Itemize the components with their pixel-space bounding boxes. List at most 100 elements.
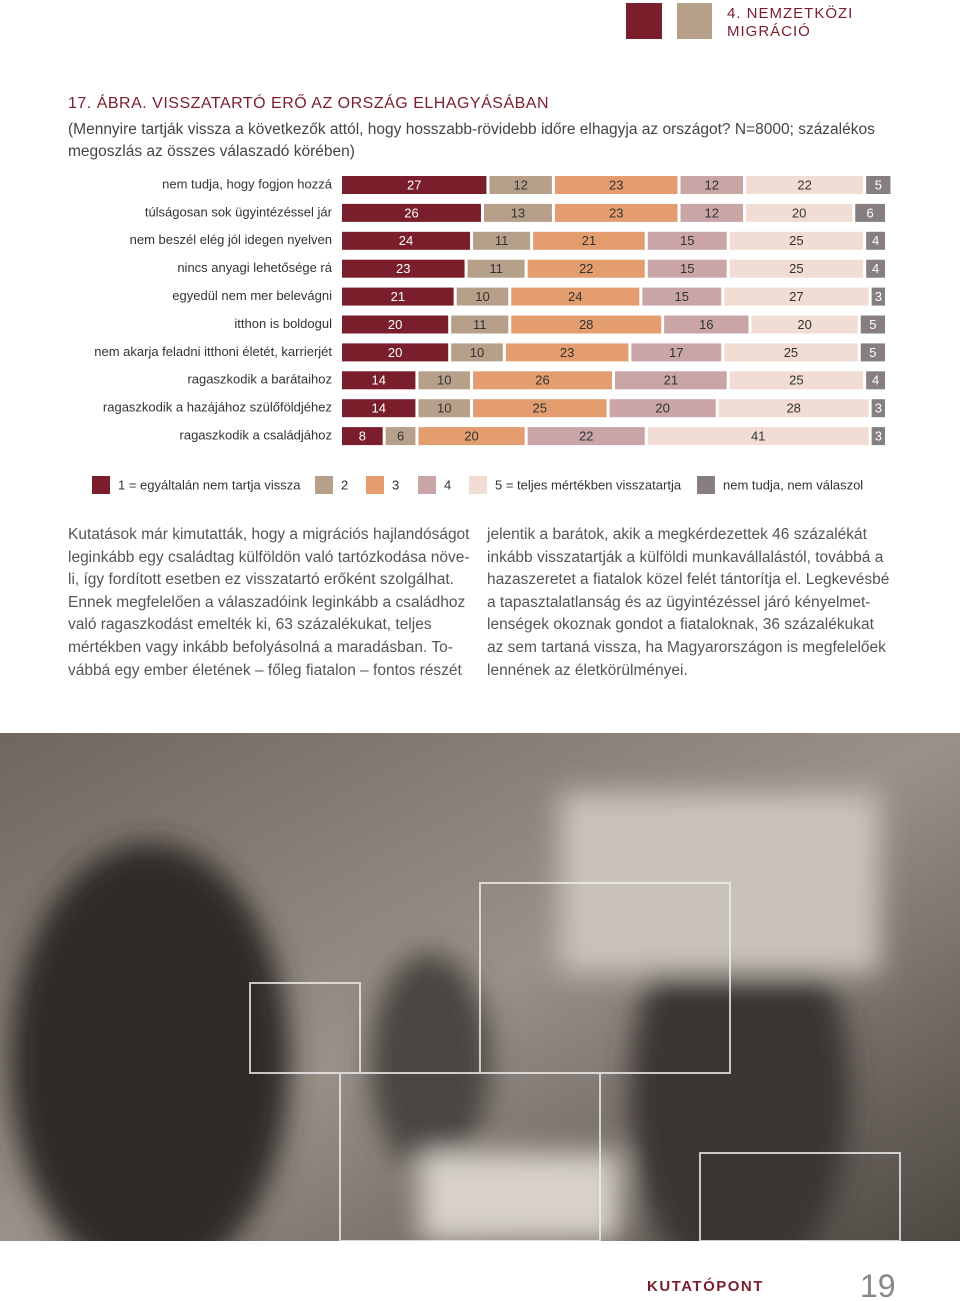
value-label: 41 xyxy=(751,429,765,444)
legend-swatch xyxy=(469,476,487,494)
bar-segment xyxy=(642,287,722,306)
bar-segment xyxy=(527,427,645,446)
value-label: 6 xyxy=(397,429,404,444)
chart: nem tudja, hogy fogjon hozzá 27 12 23 12 22 5t… xyxy=(92,176,891,494)
bar-segment xyxy=(724,287,869,306)
bar-segment xyxy=(647,231,727,250)
value-label: 3 xyxy=(875,401,882,416)
legend-swatch xyxy=(315,476,333,494)
value-label: 28 xyxy=(786,401,800,416)
bar-segment xyxy=(483,203,552,222)
value-label: 22 xyxy=(579,261,593,276)
value-label: 3 xyxy=(875,289,882,304)
bar-segment xyxy=(724,343,858,362)
value-label: 15 xyxy=(680,233,694,248)
value-label: 20 xyxy=(388,345,402,360)
legend-swatch xyxy=(92,476,110,494)
bar-segment xyxy=(342,399,416,418)
value-label: 5 xyxy=(869,317,876,332)
legend-swatch xyxy=(418,476,436,494)
value-label: 22 xyxy=(797,177,811,192)
category-label: nincs anyagi lehetősége rá xyxy=(177,260,332,275)
text-line: lenségek okoznak gondot a fiataloknak, 3… xyxy=(487,616,874,634)
text-line: az sem tartaná vissza, ha Magyarországon… xyxy=(487,638,886,656)
bar-segment xyxy=(866,231,885,250)
bar-segment xyxy=(860,343,885,362)
bar-segment xyxy=(647,427,869,446)
value-label: 20 xyxy=(388,317,402,332)
bar-segment xyxy=(746,203,853,222)
value-label: 12 xyxy=(705,205,719,220)
value-label: 4 xyxy=(872,261,879,276)
bar-segment xyxy=(871,287,885,306)
section-label: 4. NEMZETKÖZI xyxy=(727,5,854,22)
bar-segment xyxy=(664,315,749,334)
bar-segment xyxy=(615,371,727,390)
chart-title: 17. ÁBRA. VISSZATARTÓ ERŐ AZ ORSZÁG ELHA… xyxy=(68,95,550,112)
bar-segment xyxy=(451,315,509,334)
value-label: 12 xyxy=(705,177,719,192)
value-label: 28 xyxy=(579,317,593,332)
value-label: 22 xyxy=(579,429,593,444)
value-label: 13 xyxy=(511,205,525,220)
bar-segment xyxy=(473,371,612,390)
bar-segment xyxy=(473,399,607,418)
value-label: 14 xyxy=(371,401,385,416)
bar-segment xyxy=(729,259,864,278)
legend-label: 5 = teljes mértékben visszatartja xyxy=(495,477,682,492)
bar-segment xyxy=(505,343,629,362)
bar-segment xyxy=(418,427,525,446)
value-label: 21 xyxy=(664,373,678,388)
value-label: 11 xyxy=(473,317,487,332)
legend-swatch xyxy=(697,476,715,494)
bar-segment xyxy=(718,399,869,418)
value-label: 12 xyxy=(513,177,527,192)
value-label: 25 xyxy=(789,261,803,276)
value-label: 16 xyxy=(699,317,713,332)
bar-segment xyxy=(855,203,885,222)
bar-segment xyxy=(342,176,487,194)
legend-label: 1 = egyáltalán nem tartja vissza xyxy=(118,477,301,492)
text-line: Ennek megfelelően a válaszadóink leginká… xyxy=(68,593,466,611)
value-label: 11 xyxy=(489,261,503,276)
bar-segment xyxy=(631,343,722,362)
value-label: 20 xyxy=(464,429,478,444)
header-box xyxy=(677,3,712,39)
value-label: 26 xyxy=(535,373,549,388)
value-label: 24 xyxy=(399,233,413,248)
value-label: 23 xyxy=(609,205,623,220)
value-label: 11 xyxy=(495,233,509,248)
chart-subtitle: (Mennyire tartják vissza a következők at… xyxy=(68,119,875,163)
value-label: 14 xyxy=(371,373,385,388)
category-label: túlságosan sok ügyintézéssel jár xyxy=(145,204,333,219)
value-label: 21 xyxy=(582,233,596,248)
value-label: 20 xyxy=(655,401,669,416)
section-label: MIGRÁCIÓ xyxy=(727,23,811,40)
text-line: vábbá egy ember életének – főleg fiatalo… xyxy=(68,661,462,679)
text-line: lennének az életkörülményei. xyxy=(487,661,688,679)
value-label: 23 xyxy=(560,345,574,360)
value-label: 15 xyxy=(675,289,689,304)
bar-segment xyxy=(342,287,454,306)
value-label: 23 xyxy=(609,177,623,192)
legend-swatch xyxy=(366,476,384,494)
bar-segment xyxy=(751,315,858,334)
category-label: egyedül nem mer belevágni xyxy=(172,288,332,303)
bar-segment xyxy=(533,231,645,250)
value-label: 20 xyxy=(792,205,806,220)
category-label: nem beszél elég jól idegen nyelven xyxy=(130,232,332,247)
value-label: 27 xyxy=(407,177,421,192)
value-label: 10 xyxy=(470,345,484,360)
text-line: jelentik a barátok, akik a megkérdezette… xyxy=(487,526,867,543)
value-label: 10 xyxy=(437,401,451,416)
legend-label: nem tudja, nem válaszol xyxy=(723,477,863,492)
bar-segment xyxy=(342,371,416,390)
bar-segment xyxy=(729,231,864,250)
category-label: ragaszkodik a családjához xyxy=(180,428,332,443)
bar-segment xyxy=(473,231,531,250)
bar-segment xyxy=(647,259,727,278)
value-label: 4 xyxy=(872,233,879,248)
value-label: 23 xyxy=(396,261,410,276)
text-line: Kutatások már kimutatták, hogy a migráci… xyxy=(68,526,470,543)
